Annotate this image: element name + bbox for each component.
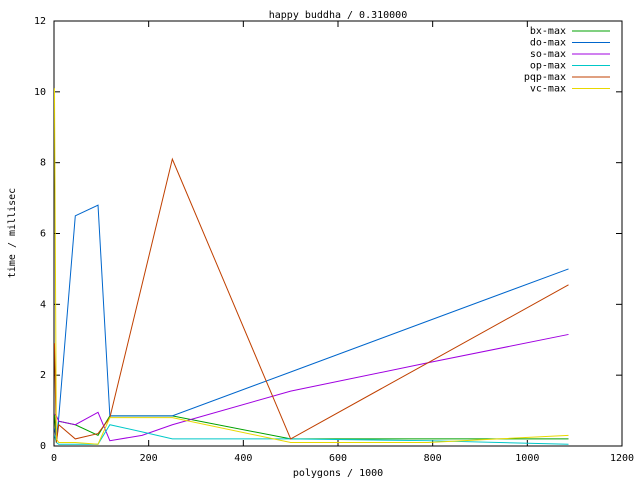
- x-tick-label: 200: [140, 453, 158, 464]
- y-tick-label: 8: [40, 158, 46, 169]
- x-tick-label: 0: [51, 453, 57, 464]
- y-tick-label: 0: [40, 441, 46, 452]
- series-line: [53, 157, 569, 443]
- y-tick-label: 10: [34, 87, 46, 98]
- legend-label: so-max: [530, 49, 566, 60]
- series-line: [54, 333, 569, 442]
- x-tick-label: 1000: [515, 453, 539, 464]
- x-tick-label: 800: [424, 453, 442, 464]
- x-tick-label: 1200: [610, 453, 634, 464]
- series-line: [53, 414, 569, 443]
- x-axis-label: polygons / 1000: [293, 468, 383, 479]
- series-line: [53, 88, 569, 445]
- legend-label: op-max: [530, 61, 566, 72]
- y-tick-label: 12: [34, 16, 46, 27]
- x-tick-label: 600: [329, 453, 347, 464]
- legend-label: do-max: [530, 38, 566, 49]
- series-line: [53, 204, 569, 440]
- y-tick-label: 6: [40, 229, 46, 240]
- legend-label: pqp-max: [524, 72, 566, 83]
- chart-title: happy buddha / 0.310000: [269, 10, 407, 21]
- x-tick-label: 400: [234, 453, 252, 464]
- y-tick-label: 4: [40, 299, 46, 310]
- y-tick-label: 2: [40, 370, 46, 381]
- legend-label: vc-max: [530, 84, 566, 95]
- series-line: [53, 424, 569, 445]
- legend-label: bx-max: [530, 26, 566, 37]
- y-axis-label: time / millisec: [7, 188, 18, 278]
